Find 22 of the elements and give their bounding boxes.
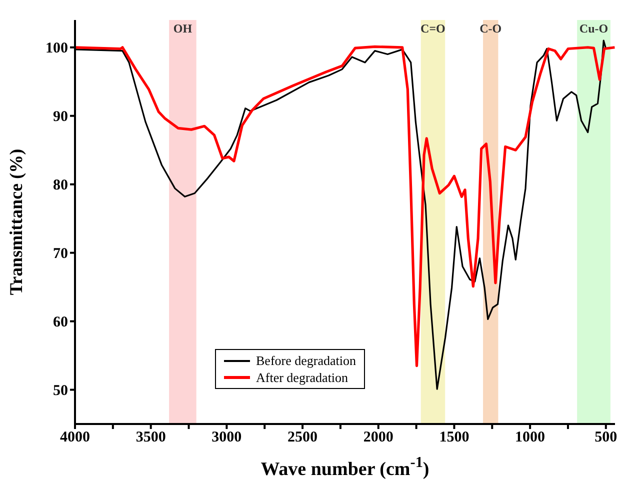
x-tick-label: 4000 bbox=[60, 430, 90, 446]
x-tick-label: 1000 bbox=[515, 430, 546, 446]
y-tick-label: 50 bbox=[53, 383, 68, 400]
y-tick-label: 70 bbox=[53, 246, 68, 262]
x-axis-title: Wave number (cm$^{-1}$) bbox=[260, 454, 430, 480]
band-label: Cu-O bbox=[579, 22, 608, 36]
band-label: OH bbox=[173, 22, 193, 36]
x-tick-label: 2000 bbox=[363, 430, 394, 446]
x-tick-label: 1500 bbox=[439, 430, 470, 446]
y-tick-label: 80 bbox=[53, 178, 68, 194]
y-tick-label: 60 bbox=[53, 314, 68, 331]
y-tick-label: 90 bbox=[53, 109, 68, 126]
band-label: C-O bbox=[480, 22, 502, 36]
y-tick-label: 100 bbox=[46, 40, 68, 57]
x-tick-label: 3000 bbox=[212, 430, 242, 446]
x-tick-label: 3500 bbox=[136, 430, 166, 446]
band-label: C=O bbox=[420, 22, 446, 36]
y-axis-title: Transmittance (%) bbox=[6, 148, 26, 296]
legend-label: After degradation bbox=[256, 369, 348, 386]
x-tick-label: 2500 bbox=[288, 430, 318, 446]
x-tick-label: 500 bbox=[594, 430, 618, 446]
legend-label: Before degradation bbox=[256, 352, 356, 369]
